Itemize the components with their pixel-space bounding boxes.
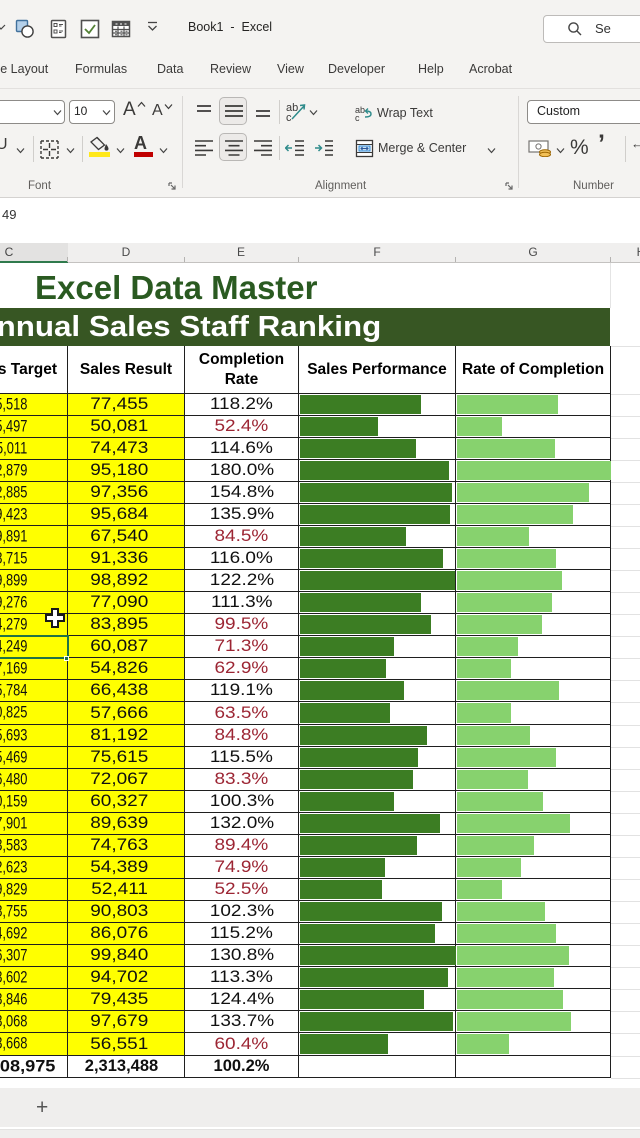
svg-text:c: c bbox=[355, 113, 360, 122]
svg-text:c: c bbox=[286, 112, 292, 123]
svg-text:ab: ab bbox=[355, 105, 365, 115]
svg-text:ab: ab bbox=[286, 102, 298, 114]
